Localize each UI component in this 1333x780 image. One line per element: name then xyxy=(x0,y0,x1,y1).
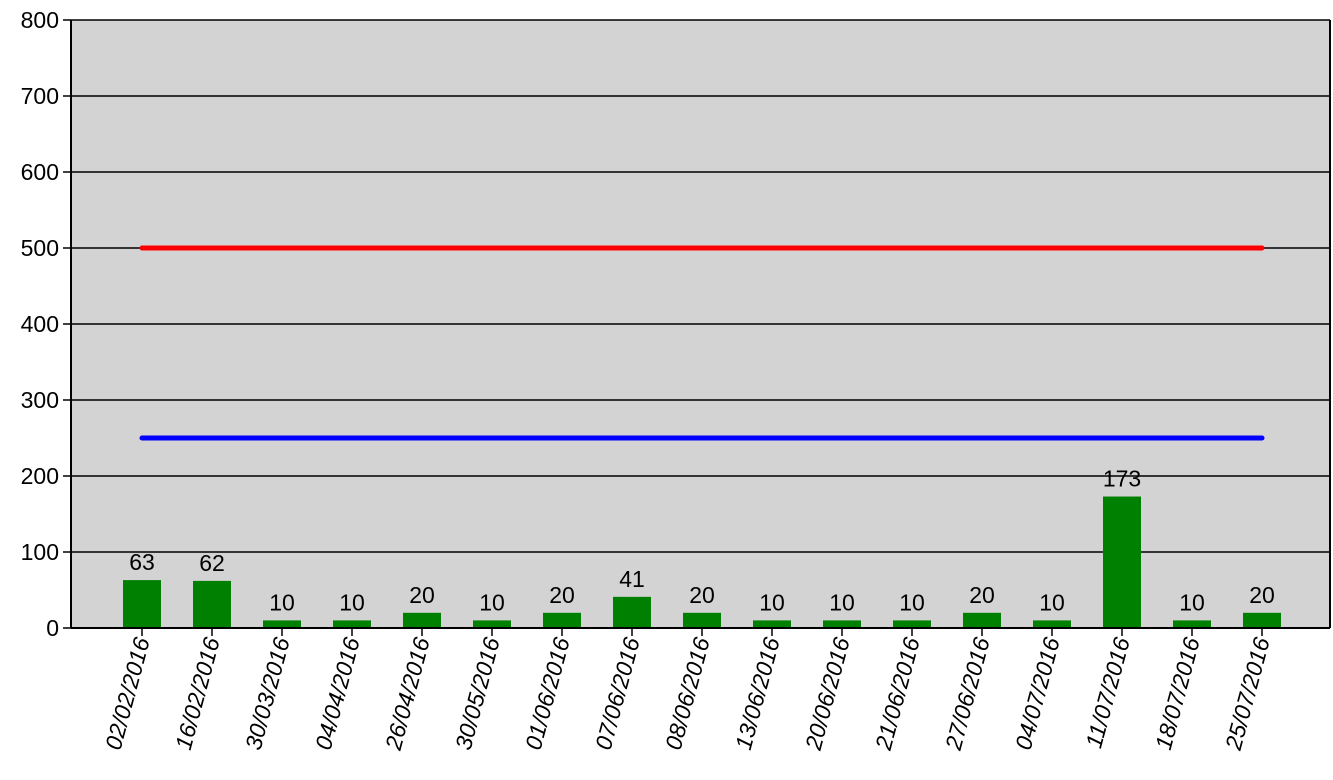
x-tick-label-04/04/2016: 04/04/2016 xyxy=(310,634,365,752)
x-tick-label-13/06/2016: 13/06/2016 xyxy=(730,634,785,752)
line-series xyxy=(139,245,1265,441)
data-label-21/06/2016: 10 xyxy=(899,589,925,615)
x-tick-label-04/07/2016: 04/07/2016 xyxy=(1010,634,1065,752)
bar-30/05/2016 xyxy=(473,620,511,628)
data-label-20/06/2016: 10 xyxy=(829,589,855,615)
y-tick-label-500: 500 xyxy=(21,235,59,261)
data-label-27/06/2016: 20 xyxy=(969,582,995,608)
y-tick-label-400: 400 xyxy=(21,311,59,337)
data-label-02/02/2016: 63 xyxy=(129,549,155,575)
x-axis-ticks: 02/02/2016 16/02/2016 30/03/2016 04/04/2016… xyxy=(100,628,1275,753)
bar-21/06/2016 xyxy=(893,620,931,628)
bar-04/04/2016 xyxy=(333,620,371,628)
bar-11/07/2016 xyxy=(1103,496,1141,628)
bar-07/06/2016 xyxy=(613,596,651,628)
x-tick-label-02/02/2016: 02/02/2016 xyxy=(100,634,155,752)
data-labels: 63 62 10 10 20 10 20 41 20 10 10 10 20 10 173 10 20 xyxy=(129,466,1275,616)
bar-04/07/2016 xyxy=(1033,620,1071,628)
bar-13/06/2016 xyxy=(753,620,791,628)
data-label-16/02/2016: 62 xyxy=(199,550,225,576)
bar-series xyxy=(123,496,1281,628)
x-tick-label-30/05/2016: 30/05/2016 xyxy=(450,634,505,752)
y-axis-ticks: 0 100 200 300 400 500 600 700 800 xyxy=(21,7,71,641)
x-tick-label-21/06/2016: 21/06/2016 xyxy=(870,634,925,753)
data-label-01/06/2016: 20 xyxy=(549,582,575,608)
bar-18/07/2016 xyxy=(1173,620,1211,628)
x-tick-label-16/02/2016: 16/02/2016 xyxy=(170,634,225,752)
data-label-18/07/2016: 10 xyxy=(1179,589,1205,615)
y-tick-label-200: 200 xyxy=(21,463,59,489)
data-label-30/03/2016: 10 xyxy=(269,589,295,615)
data-label-08/06/2016: 20 xyxy=(689,582,715,608)
y-tick-label-700: 700 xyxy=(21,83,59,109)
x-tick-label-27/06/2016: 27/06/2016 xyxy=(940,634,995,753)
x-tick-label-20/06/2016: 20/06/2016 xyxy=(800,634,855,753)
bar-27/06/2016 xyxy=(963,612,1001,628)
data-label-25/07/2016: 20 xyxy=(1249,582,1275,608)
data-label-26/04/2016: 20 xyxy=(409,582,435,608)
bar-25/07/2016 xyxy=(1243,612,1281,628)
y-tick-label-800: 800 xyxy=(21,7,59,33)
y-tick-label-100: 100 xyxy=(21,539,59,565)
y-tick-label-600: 600 xyxy=(21,159,59,185)
bar-30/03/2016 xyxy=(263,620,301,628)
data-label-11/07/2016: 173 xyxy=(1103,466,1141,492)
bar-20/06/2016 xyxy=(823,620,861,628)
bar-01/06/2016 xyxy=(543,612,581,628)
bar-08/06/2016 xyxy=(683,612,721,628)
bar-16/02/2016 xyxy=(193,580,231,628)
data-label-04/04/2016: 10 xyxy=(339,589,365,615)
data-label-07/06/2016: 41 xyxy=(619,566,645,592)
x-tick-label-25/07/2016: 25/07/2016 xyxy=(1220,634,1275,753)
data-label-04/07/2016: 10 xyxy=(1039,589,1065,615)
x-tick-label-07/06/2016: 07/06/2016 xyxy=(590,634,645,752)
bar-02/02/2016 xyxy=(123,580,161,628)
x-tick-label-11/07/2016: 11/07/2016 xyxy=(1080,634,1135,750)
x-tick-label-01/06/2016: 01/06/2016 xyxy=(520,634,575,752)
data-label-13/06/2016: 10 xyxy=(759,589,785,615)
x-tick-label-30/03/2016: 30/03/2016 xyxy=(240,634,295,752)
x-tick-label-18/07/2016: 18/07/2016 xyxy=(1150,634,1205,752)
y-tick-label-300: 300 xyxy=(21,387,59,413)
x-tick-label-08/06/2016: 08/06/2016 xyxy=(660,634,715,752)
data-label-30/05/2016: 10 xyxy=(479,589,505,615)
bar-26/04/2016 xyxy=(403,612,441,628)
axes xyxy=(70,20,1331,629)
x-tick-label-26/04/2016: 26/04/2016 xyxy=(380,634,435,753)
y-tick-label-0: 0 xyxy=(46,615,59,641)
